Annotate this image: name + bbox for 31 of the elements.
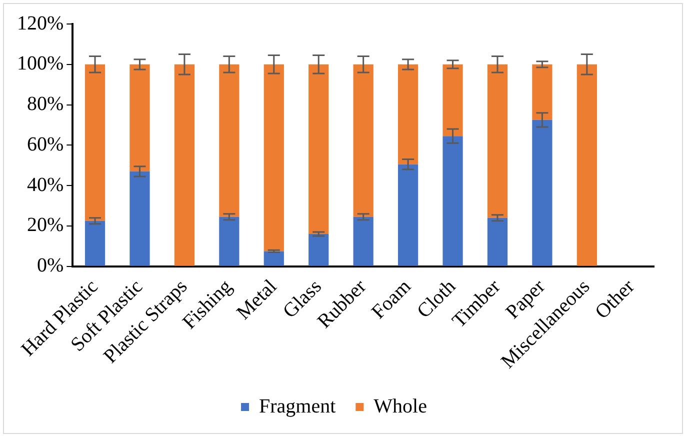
bar: [308, 234, 329, 266]
bar: [264, 64, 284, 252]
bar: [442, 64, 463, 136]
bar: [219, 216, 240, 266]
y-tick-label: 0%: [36, 254, 64, 277]
bar: [84, 220, 106, 266]
y-tick-label: 100%: [16, 52, 64, 75]
bar: [219, 64, 240, 217]
y-tick-label: 60%: [26, 133, 64, 156]
bar: [532, 64, 552, 120]
bar: [487, 64, 508, 218]
bar: [576, 64, 597, 266]
bar: [532, 120, 552, 266]
legend-label: Fragment: [259, 395, 336, 418]
y-tick-label: 20%: [26, 214, 64, 236]
bar: [353, 64, 374, 217]
bar: [264, 251, 284, 266]
y-tick-label: 80%: [26, 93, 64, 116]
bar: [442, 136, 463, 266]
bar: [398, 164, 418, 266]
bar: [174, 64, 195, 266]
bar: [398, 64, 418, 164]
y-tick-label: 120%: [16, 12, 64, 34]
bar: [130, 171, 150, 266]
bar: [308, 64, 329, 234]
bar: [353, 216, 374, 266]
bar: [130, 64, 150, 172]
bar: [487, 218, 508, 266]
bar: [84, 64, 106, 221]
y-tick-label: 40%: [26, 174, 64, 196]
legend-label: Whole: [374, 395, 428, 418]
